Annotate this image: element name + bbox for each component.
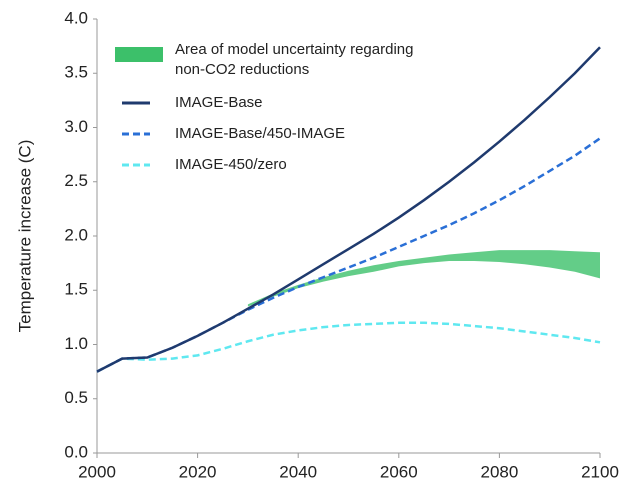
x-tick-label: 2000	[78, 462, 116, 481]
x-tick-label: 2100	[581, 462, 619, 481]
uncertainty-band	[247, 250, 600, 307]
y-tick-label: 2.0	[64, 225, 88, 244]
legend-swatch	[115, 47, 163, 62]
legend-label: IMAGE-450/zero	[175, 156, 287, 173]
y-tick-label: 0.5	[64, 388, 88, 407]
x-tick-label: 2040	[279, 462, 317, 481]
y-tick-label: 1.5	[64, 280, 88, 299]
legend-label: IMAGE-Base	[175, 94, 263, 111]
y-axis-label: Temperature increase (C)	[15, 140, 34, 333]
y-tick-label: 4.0	[64, 8, 88, 27]
y-tick-label: 1.0	[64, 334, 88, 353]
series-line	[96, 46, 601, 373]
y-tick-label: 0.0	[64, 442, 88, 461]
x-tick-label: 2060	[380, 462, 418, 481]
x-tick-label: 2020	[179, 462, 217, 481]
y-tick-label: 2.5	[64, 171, 88, 190]
x-tick-label: 2080	[480, 462, 518, 481]
series-line	[96, 321, 601, 373]
legend-label: Area of model uncertainty regarding non-…	[175, 41, 414, 78]
y-tick-label: 3.5	[64, 63, 88, 82]
y-tick-label: 3.0	[64, 117, 88, 136]
legend-label: IMAGE-Base/450-IMAGE	[175, 125, 345, 142]
